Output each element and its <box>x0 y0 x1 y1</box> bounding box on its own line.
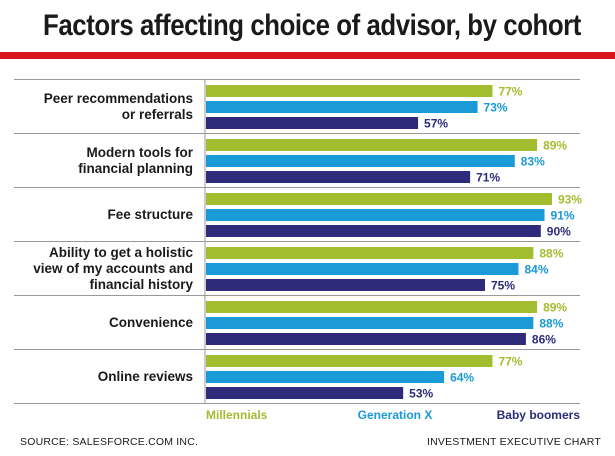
data-label: 71% <box>476 171 500 185</box>
data-label: 57% <box>424 117 448 131</box>
bar <box>206 387 404 399</box>
bar <box>206 263 519 275</box>
bar <box>206 247 534 259</box>
data-label: 64% <box>450 371 474 385</box>
category-label: Peer recommendations <box>44 91 193 106</box>
bar <box>206 301 538 313</box>
legend-item: Millennials <box>206 408 268 422</box>
data-label: 89% <box>543 301 567 315</box>
data-label: 77% <box>498 355 522 369</box>
data-label: 84% <box>524 263 548 277</box>
bar <box>206 117 419 129</box>
legend-item: Generation X <box>358 408 433 422</box>
data-label: 91% <box>551 209 575 223</box>
category-label: Modern tools for <box>87 145 194 160</box>
category-label: financial history <box>89 277 193 292</box>
bar <box>206 193 552 205</box>
category-label: Online reviews <box>98 369 193 384</box>
data-label: 73% <box>484 101 508 115</box>
bar <box>206 85 493 97</box>
bar <box>206 225 541 237</box>
title-rule <box>0 52 615 59</box>
category-label: Ability to get a holistic <box>49 245 194 260</box>
source-note: SOURCE: SALESFORCE.COM INC. <box>20 436 199 448</box>
data-label: 90% <box>547 225 571 239</box>
category-label: Fee structure <box>107 207 193 222</box>
data-label: 93% <box>558 193 582 207</box>
bar <box>206 155 515 167</box>
data-label: 83% <box>521 155 545 169</box>
data-label: 77% <box>498 85 522 99</box>
data-label: 89% <box>543 139 567 153</box>
bar <box>206 101 478 113</box>
bar <box>206 209 545 221</box>
bar <box>206 279 485 291</box>
bar <box>206 333 526 345</box>
data-label: 88% <box>539 247 563 261</box>
category-label: financial planning <box>78 161 193 176</box>
category-label: Convenience <box>109 315 194 330</box>
data-label: 53% <box>409 387 433 401</box>
legend-item: Baby boomers <box>497 408 581 422</box>
bar <box>206 371 445 383</box>
bar <box>206 139 538 151</box>
data-label: 75% <box>491 279 515 293</box>
data-label: 88% <box>539 317 563 331</box>
chart-credit: INVESTMENT EXECUTIVE CHART <box>426 436 601 448</box>
chart-title: Factors affecting choice of advisor, by … <box>43 9 581 42</box>
bar <box>206 355 493 367</box>
category-label: or referrals <box>122 107 193 122</box>
category-label: view of my accounts and <box>33 261 193 276</box>
bar <box>206 317 534 329</box>
data-label: 86% <box>532 333 556 347</box>
bar <box>206 171 471 183</box>
